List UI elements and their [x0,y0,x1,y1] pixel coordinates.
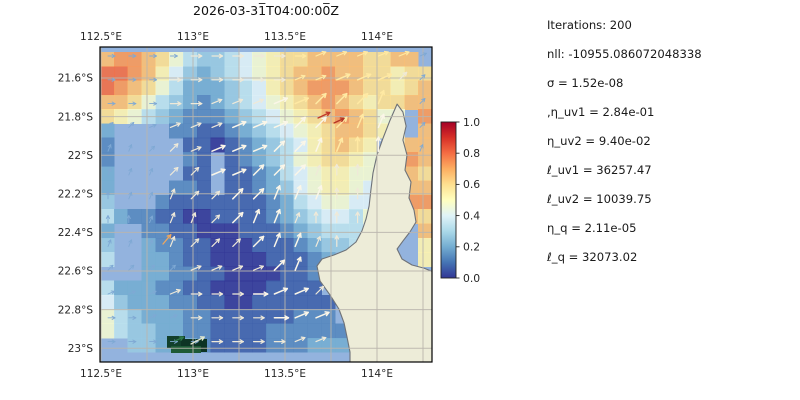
lon-tick-label: 113°E [177,368,209,380]
param-line: ℓ_uv1 = 36257.47 [547,163,652,177]
param-line: ,η_uv1 = 2.84e-01 [547,105,655,119]
lat-tick-label: 22°S [68,150,94,162]
map-frame [99,46,433,363]
map-layers [100,47,432,362]
params-panel: Iterations: 200 nll: -10955.086072048338 σ… [547,13,797,274]
lon-tick-label: 114°E [361,368,393,380]
land-polygon [316,103,432,362]
lat-tick-label: 21.8°S [58,111,94,123]
lon-tick-label: 112.5°E [80,368,122,380]
param-line: Iterations: 200 [547,18,632,32]
lat-tick-label: 22.8°S [58,304,94,316]
colorbar-tick-label: 0.2 [463,241,480,254]
param-line: η_q = 2.11e-05 [547,221,637,235]
param-line: nll: -10955.086072048338 [547,47,702,61]
param-line: ℓ_uv2 = 10039.75 [547,192,652,206]
colorbar-tick-label: 0.0 [463,272,480,285]
lon-tick-label: 113.5°E [264,31,306,43]
lon-tick-label: 113°E [177,31,209,43]
axis-labels: 112.5°E 112.5°E 113°E 113°E 113.5°E 113.5°E 11… [58,31,393,380]
chart-title: 2026-03-31̅T04:00:00̅Z [192,3,340,18]
lon-tick-label: 112.5°E [80,31,122,43]
colorbar-gradient [440,121,457,279]
quiver-layer [105,50,427,345]
lon-tick-label: 113.5°E [264,368,306,380]
colorbar-tick-label: 1.0 [463,116,480,129]
colorbar: 0.0 0.2 0.4 0.6 0.8 1.0 [440,116,480,285]
colorbar-tick-label: 0.6 [463,178,480,191]
lon-tick-label: 114°E [361,31,393,43]
lat-tick-label: 22.2°S [58,189,94,201]
param-line: η_uv2 = 9.40e-02 [547,134,651,148]
lat-tick-label: 21.6°S [58,73,94,85]
map-plot: 112.5°E 112.5°E 113°E 113°E 113.5°E 113.5°E 11… [58,31,433,380]
heatmap-layer [100,52,432,353]
colorbar-tick-label: 0.4 [463,209,480,222]
lat-tick-label: 23°S [68,343,94,355]
colorbar-tick-label: 0.8 [463,147,480,160]
lat-tick-label: 22.4°S [58,227,94,239]
lat-tick-label: 22.6°S [58,266,94,278]
param-line: σ = 1.52e-08 [547,76,624,90]
param-line: ℓ_q = 32073.02 [547,250,638,264]
